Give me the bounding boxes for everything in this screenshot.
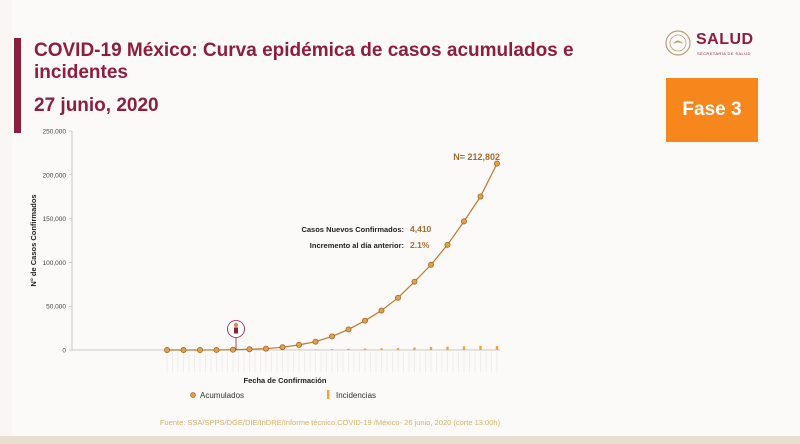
cumulative-point <box>362 317 368 324</box>
cumulative-point <box>213 347 220 353</box>
bottom-strip <box>0 436 800 444</box>
logo-subtext: SECRETARÍA DE SALUD <box>697 51 751 56</box>
y-tick-label: 150,000 <box>43 216 67 223</box>
increase-label: Incremento al día anterior: <box>310 241 404 250</box>
y-axis-title: N° de Casos Confirmados <box>29 194 38 286</box>
incidence-bar <box>413 347 416 350</box>
legend-cumulative-marker <box>190 392 196 398</box>
title-accent-bar <box>14 38 21 133</box>
incidence-bar <box>347 348 350 350</box>
cumulative-point <box>444 241 451 248</box>
new-cases-label: Casos Nuevos Confirmados: <box>301 225 404 234</box>
phase-badge: Fase 3 <box>666 78 758 142</box>
legend-cumulative-label: Acumulados <box>200 391 244 400</box>
total-cases-label: N= 212,802 <box>453 152 500 162</box>
cumulative-point <box>296 341 302 348</box>
cumulative-point <box>461 218 467 225</box>
y-tick-label: 250,000 <box>43 129 67 136</box>
cumulative-point <box>180 347 187 353</box>
cumulative-point <box>395 294 401 301</box>
incidence-bar <box>495 346 499 350</box>
left-decoration <box>0 0 12 444</box>
cumulative-point <box>428 261 434 268</box>
legend-incidence-marker <box>327 390 330 399</box>
cumulative-point <box>494 160 500 167</box>
incidence-bar <box>479 345 482 350</box>
incidence-bar <box>446 346 449 350</box>
new-cases-value: 4,410 <box>410 224 432 234</box>
incidence-bar <box>462 346 466 350</box>
x-axis-title: Fecha de Confirmación <box>244 376 327 385</box>
incidence-bar <box>396 348 400 350</box>
logo-text: SALUD <box>696 31 754 48</box>
y-tick-label: 50,000 <box>46 304 66 311</box>
incidence-bar <box>297 349 301 351</box>
cumulative-point <box>378 307 385 314</box>
incidence-bar <box>330 349 334 350</box>
incidence-bar <box>314 349 317 350</box>
cumulative-point <box>411 278 418 285</box>
cumulative-point <box>164 347 170 353</box>
cumulative-line <box>166 163 498 351</box>
phase-marker-body <box>234 327 238 334</box>
incidence-bar <box>429 347 433 350</box>
y-tick-label: 100,000 <box>43 260 67 267</box>
cumulative-point <box>345 326 352 333</box>
y-tick-label: 0 <box>62 348 66 355</box>
phase-marker-head <box>233 322 239 328</box>
eagle-seal-icon <box>665 30 691 56</box>
cumulative-point <box>263 345 269 352</box>
increase-value: 2.1% <box>410 240 430 250</box>
y-tick-label: 200,000 <box>43 172 67 179</box>
cumulative-point <box>279 344 286 351</box>
cumulative-point <box>197 347 203 353</box>
legend-incidence-label: Incidencias <box>336 391 376 400</box>
cumulative-point <box>230 346 236 353</box>
cumulative-point <box>329 333 335 340</box>
cumulative-point <box>312 338 319 345</box>
slide-title: COVID-19 México: Curva epidémica de caso… <box>34 40 574 83</box>
cumulative-point <box>246 346 253 353</box>
incidence-bar <box>380 348 383 350</box>
salud-logo: SALUD SECRETARÍA DE SALUD <box>664 29 776 59</box>
incidence-bar <box>363 348 367 350</box>
source-footnote: Fuente: SSA/SPPS/DGE/DIE/InDRE/Informe t… <box>159 418 501 427</box>
slide-date: 27 junio, 2020 <box>34 95 159 116</box>
cumulative-point <box>477 193 484 200</box>
